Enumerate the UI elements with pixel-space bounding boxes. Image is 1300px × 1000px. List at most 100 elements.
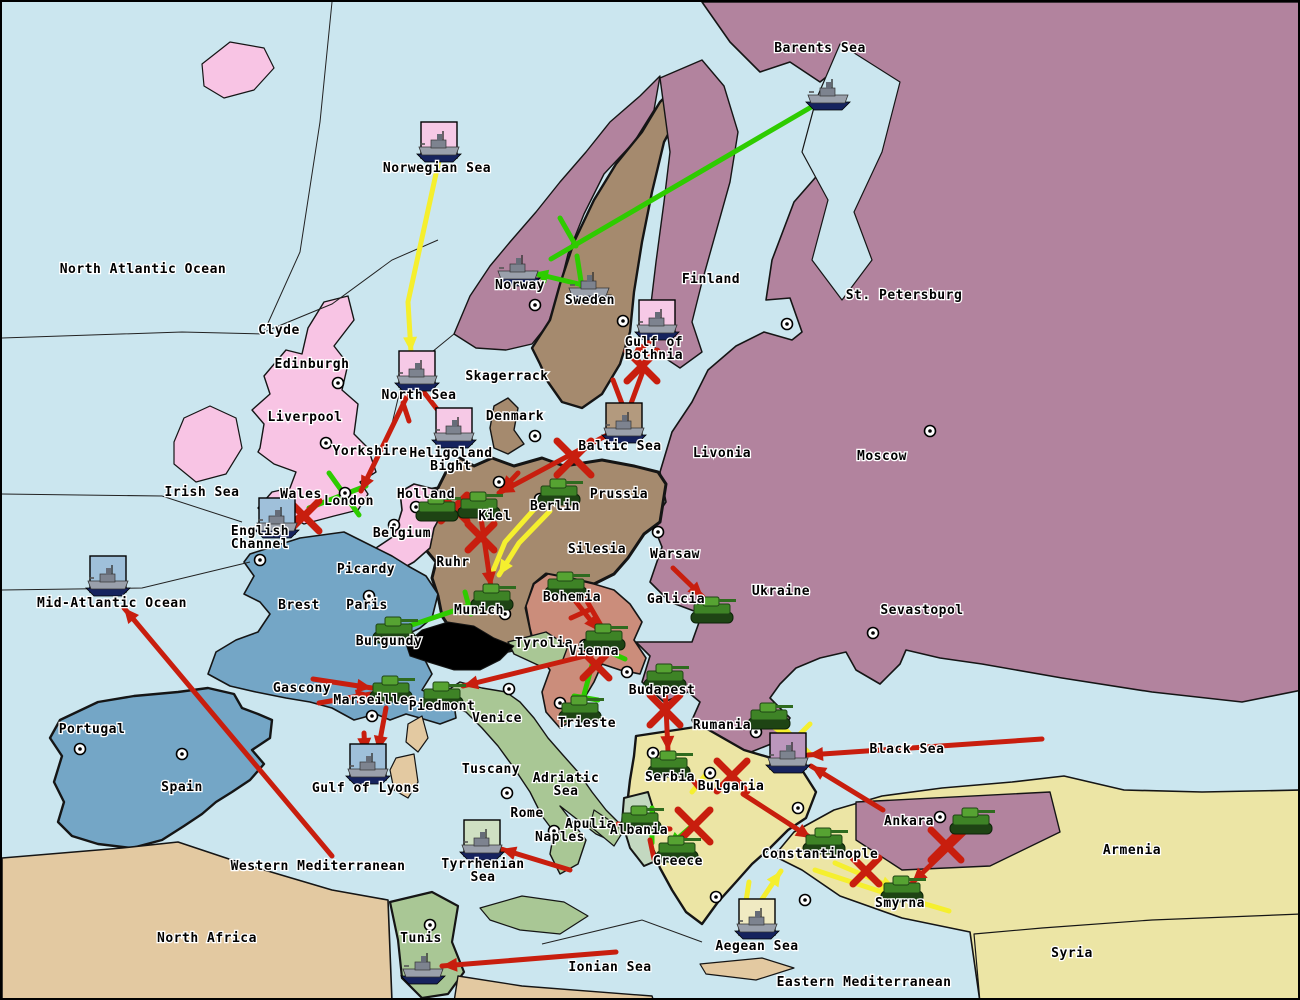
supply-center-dot [528, 298, 542, 312]
fleet-unit-black-sea[interactable] [765, 732, 811, 774]
order-arrowhead [361, 474, 374, 491]
region-ireland[interactable] [173, 405, 243, 483]
region-apulia-heel[interactable] [589, 809, 625, 847]
order-failed-x [623, 347, 661, 385]
label-finland: Finland [682, 272, 740, 287]
label-greece: Greece [653, 854, 703, 869]
label-yorkshire: Yorkshire [333, 444, 408, 459]
fleet-unit-barents-sea[interactable] [805, 79, 851, 111]
army-unit-berlin[interactable] [537, 478, 583, 506]
label-aegean-sea: Aegean Sea [715, 939, 798, 954]
label-gascony: Gascony [273, 681, 331, 696]
order-move-green [548, 96, 828, 262]
label-english-channel: English Channel [231, 524, 289, 552]
fleet-unit-baltic-sea[interactable] [601, 402, 647, 444]
army-unit-munich[interactable] [470, 583, 516, 611]
fleet-unit-tunis[interactable] [400, 953, 446, 985]
supply-center-dot [73, 742, 87, 756]
label-irish-sea: Irish Sea [165, 485, 240, 500]
label-albania: Albania [610, 823, 668, 838]
order-arrowhead [808, 746, 824, 761]
order-failed-x [849, 854, 883, 888]
fleet-unit-aegean-sea[interactable] [734, 898, 780, 940]
label-gulf-of-lyons: Gulf of Lyons [312, 781, 420, 796]
label-tuscany: Tuscany [462, 762, 520, 777]
order-failed-x [579, 648, 613, 682]
order-arrowhead [355, 689, 371, 704]
supply-center-dot [175, 747, 189, 761]
label-warsaw: Warsaw [650, 547, 700, 562]
label-sweden: Sweden [565, 293, 615, 308]
region-italy[interactable] [441, 681, 621, 875]
fleet-unit-norwegian-sea[interactable] [416, 121, 462, 163]
army-unit-trieste[interactable] [558, 695, 604, 723]
supply-center-dot [703, 766, 717, 780]
region-great-britain[interactable] [251, 295, 377, 525]
army-unit-piedmont[interactable] [420, 681, 466, 709]
region-sweden[interactable] [530, 84, 690, 410]
fleet-unit-gulf-of-bothnia[interactable] [634, 299, 680, 341]
army-unit-rumania[interactable] [747, 702, 793, 730]
region-finland[interactable] [649, 59, 739, 369]
label-serbia: Serbia [645, 770, 695, 785]
label-barents-sea: Barents Sea [774, 41, 866, 56]
label-portugal: Portugal [59, 722, 126, 737]
region-sicily[interactable] [479, 895, 589, 935]
label-constantinople: Constantinople [762, 847, 879, 862]
army-unit-greece[interactable] [655, 835, 701, 863]
army-unit-kiel[interactable] [457, 491, 503, 519]
region-crete[interactable] [699, 957, 795, 981]
army-unit-constantinople[interactable] [802, 827, 848, 855]
army-unit-bohemia[interactable] [544, 571, 590, 599]
supply-center-dot [423, 918, 437, 932]
region-libya[interactable] [453, 975, 654, 1000]
label-liverpool: Liverpool [268, 410, 343, 425]
supply-center-dot [780, 317, 794, 331]
fleet-unit-gulf-of-lyons[interactable] [345, 743, 391, 785]
fleet-unit-norway[interactable] [495, 255, 541, 287]
label-ukraine: Ukraine [752, 584, 810, 599]
supply-center-dot [528, 429, 542, 443]
army-unit-burgundy[interactable] [372, 616, 418, 644]
label-berlin: Berlin [530, 499, 580, 514]
fleet-unit-north-sea[interactable] [394, 350, 440, 392]
army-unit-smyrna[interactable] [880, 875, 926, 903]
label-tyrolia: Tyrolia [515, 636, 573, 651]
region-iberia[interactable] [48, 686, 274, 850]
label-marseilles: Marseilles [333, 693, 416, 708]
region-corsica[interactable] [405, 715, 429, 753]
order-arrowhead [124, 608, 140, 624]
supply-center-dot [338, 486, 352, 500]
region-iceland[interactable] [201, 41, 275, 99]
label-trieste: Trieste [558, 716, 616, 731]
army-unit-ankara[interactable] [949, 807, 995, 835]
army-unit-budapest[interactable] [643, 663, 689, 691]
order-arrowhead [501, 846, 518, 861]
fleet-unit-heligoland-bight[interactable] [431, 407, 477, 449]
region-denmark[interactable] [489, 397, 525, 455]
label-eastern-mediterranean: Eastern Mediterranean [777, 975, 952, 990]
fleet-unit-sweden[interactable] [566, 272, 612, 304]
army-unit-vienna[interactable] [582, 623, 628, 651]
order-support-bar [647, 837, 657, 862]
supply-center-dot [616, 314, 630, 328]
fleet-unit-mid-atlantic-ocean[interactable] [85, 555, 131, 597]
region-sardinia[interactable] [389, 753, 419, 799]
fleet-unit-tyrrhenian-sea[interactable] [459, 819, 505, 861]
label-edinburgh: Edinburgh [275, 357, 350, 372]
sea-boundary-line [541, 919, 703, 945]
region-levant[interactable] [973, 913, 1300, 1000]
region-north-africa[interactable] [2, 841, 393, 1000]
fleet-unit-english-channel[interactable] [254, 497, 300, 539]
order-move-yellow [490, 502, 541, 574]
army-unit-marseilles[interactable] [369, 675, 415, 703]
army-unit-galicia[interactable] [690, 596, 736, 624]
army-unit-albania[interactable] [618, 805, 664, 833]
label-vienna: Vienna [569, 644, 619, 659]
army-unit-holland[interactable] [415, 494, 461, 522]
label-piedmont: Piedmont [409, 699, 476, 714]
army-unit-serbia[interactable] [647, 750, 693, 778]
order-failed-x [927, 826, 965, 864]
region-switzerland[interactable] [405, 621, 515, 671]
